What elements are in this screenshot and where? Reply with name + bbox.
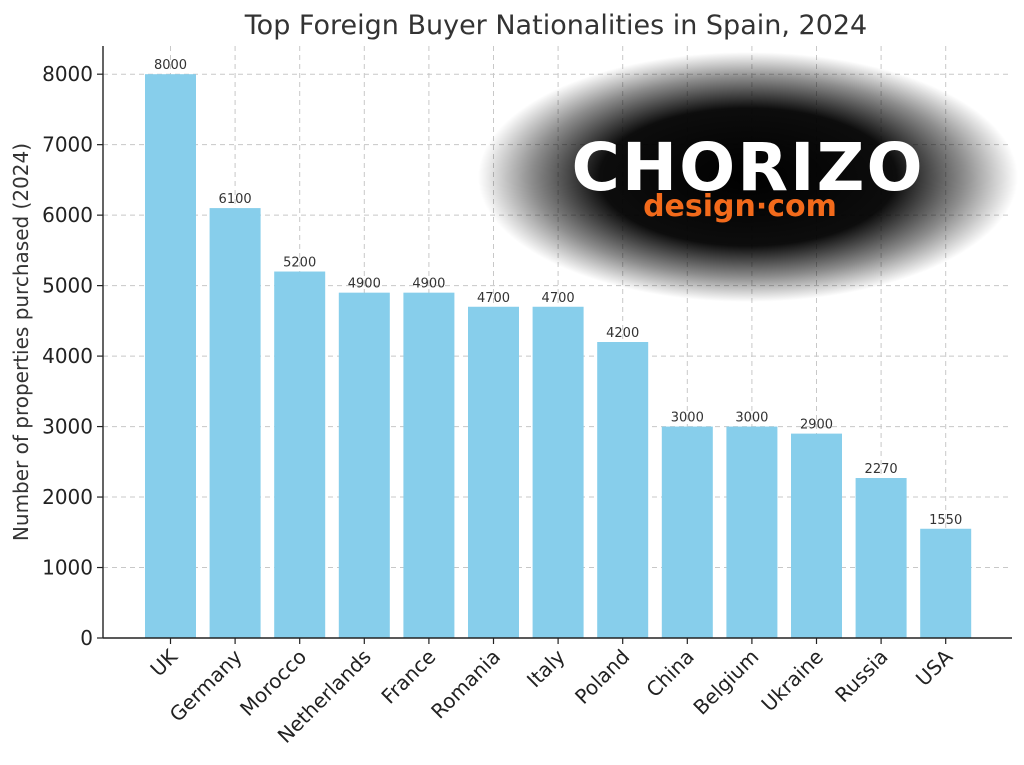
- y-tick-label: 5000: [42, 274, 93, 298]
- y-axis-label: Number of properties purchased (2024): [9, 143, 33, 541]
- x-tick-label: USA: [911, 644, 957, 690]
- x-tick-label: France: [376, 645, 440, 709]
- data-label: 1550: [929, 513, 962, 528]
- data-label: 3000: [671, 411, 704, 426]
- data-label: 4900: [348, 277, 381, 292]
- y-tick-label: 8000: [42, 62, 93, 86]
- x-tick-label: UK: [145, 644, 182, 681]
- y-tick-label: 3000: [42, 415, 93, 439]
- y-tick-label: 2000: [42, 485, 93, 509]
- data-label: 4900: [412, 277, 445, 292]
- bar-germany: [209, 208, 261, 638]
- bar-morocco: [274, 271, 326, 638]
- x-tick-label: Italy: [522, 644, 570, 692]
- watermark-logo-text: CHORIZO: [571, 129, 924, 206]
- data-label: 2270: [865, 462, 898, 477]
- x-tick-label: Romania: [426, 645, 505, 724]
- bar-ukraine: [791, 433, 842, 638]
- data-labels: 8000 6100 5200 4900 4900 4700 4700 4200 3000 3000…: [154, 58, 962, 528]
- bar-belgium: [726, 426, 778, 638]
- watermark-glow: [478, 52, 1018, 302]
- y-tick-label: 7000: [42, 133, 93, 157]
- x-tick-label: Belgium: [688, 645, 763, 720]
- watermark-logo: CHORIZO design·com: [478, 52, 1018, 302]
- bar-netherlands: [338, 292, 390, 638]
- bar-usa: [920, 528, 972, 638]
- bar-italy: [532, 306, 584, 638]
- y-tick-label: 4000: [42, 344, 93, 368]
- y-tick-label: 6000: [42, 203, 93, 227]
- chart-title: Top Foreign Buyer Nationalities in Spain…: [244, 10, 867, 41]
- data-label: 4700: [477, 291, 510, 306]
- data-label: 5200: [283, 256, 316, 271]
- bar-china: [661, 426, 713, 638]
- y-tick-label: 1000: [42, 556, 93, 580]
- x-tick-label: Poland: [570, 645, 634, 709]
- bar-romania: [468, 306, 519, 638]
- watermark-sub-text: design·com: [643, 189, 837, 224]
- x-tick-label: Russia: [830, 645, 892, 707]
- bars: [145, 74, 972, 638]
- data-label: 4700: [542, 291, 575, 306]
- x-tick-label: Ukraine: [756, 645, 828, 717]
- y-tick-label: 0: [80, 626, 93, 650]
- bar-poland: [597, 342, 649, 638]
- data-label: 4200: [606, 326, 639, 341]
- data-label: 3000: [735, 411, 768, 426]
- data-label: 6100: [219, 192, 252, 207]
- bar-france: [403, 292, 455, 638]
- bar-russia: [855, 478, 907, 638]
- data-label: 8000: [154, 58, 187, 73]
- data-label: 2900: [800, 418, 833, 433]
- x-tick-label: China: [641, 645, 698, 702]
- bar-uk: [145, 74, 196, 638]
- y-axis-ticks: 0 1000 2000 3000 4000 5000 6000 7000 8000: [42, 62, 103, 650]
